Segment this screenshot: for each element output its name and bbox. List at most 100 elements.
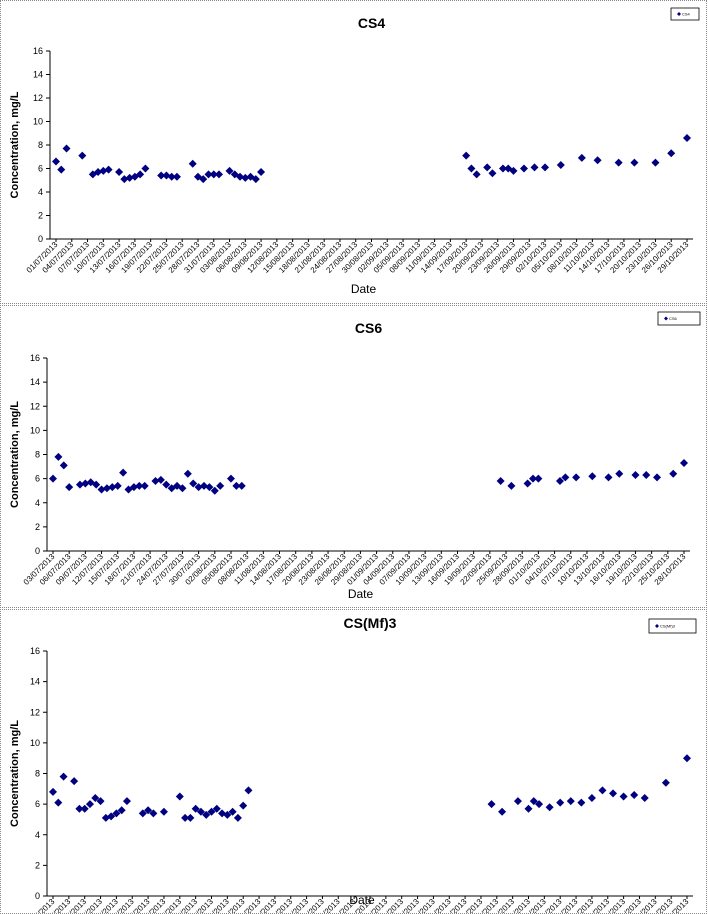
data-point	[667, 149, 676, 158]
data-point	[52, 157, 60, 166]
y-tick-label: 4	[35, 498, 40, 508]
data-point	[215, 170, 224, 179]
data-point	[239, 801, 248, 810]
data-point	[162, 480, 171, 489]
y-tick-label: 10	[30, 425, 40, 435]
data-point	[94, 168, 103, 177]
data-point	[488, 169, 497, 178]
legend-label: CS(Mf)3	[660, 624, 676, 629]
data-point	[462, 151, 471, 160]
data-point	[577, 153, 586, 162]
data-point	[561, 473, 570, 482]
data-point	[661, 778, 670, 787]
data-point	[112, 809, 121, 818]
legend-marker-icon	[655, 624, 659, 628]
data-point	[91, 794, 100, 802]
data-point	[136, 170, 145, 179]
legend: CS(Mf)3	[648, 618, 697, 634]
data-point	[604, 473, 613, 482]
data-point	[651, 158, 660, 167]
data-point	[144, 806, 153, 815]
y-tick-label: 8	[38, 140, 43, 150]
data-point	[609, 789, 618, 798]
data-point	[530, 163, 539, 172]
y-axis-title: Concentration, mg/L	[9, 401, 21, 508]
y-axis-title: Concentration, mg/L	[9, 720, 21, 827]
data-point	[181, 813, 190, 822]
y-tick-label: 12	[30, 401, 40, 411]
data-point	[241, 173, 250, 182]
data-point	[524, 804, 533, 813]
data-point	[172, 172, 181, 181]
data-point	[207, 807, 216, 816]
data-point	[122, 797, 131, 806]
y-tick-label: 12	[33, 93, 43, 103]
data-point	[119, 468, 128, 477]
data-point	[59, 772, 68, 781]
data-point	[588, 472, 597, 481]
data-point	[545, 803, 554, 812]
data-point	[630, 158, 639, 167]
y-tick-label: 10	[30, 738, 40, 748]
data-point	[151, 477, 160, 486]
data-point	[129, 483, 138, 492]
y-tick-label: 2	[38, 211, 43, 221]
data-point	[59, 461, 68, 470]
data-point	[99, 166, 108, 175]
data-point	[57, 165, 66, 174]
data-point	[199, 175, 208, 184]
chart-title: CS4	[358, 15, 385, 31]
data-point	[175, 792, 184, 801]
data-point	[107, 812, 116, 821]
data-point	[102, 484, 111, 493]
chart-panel-csmf3: CS(Mf)3CS(Mf)3024681012141601/07/201304/…	[0, 609, 707, 914]
data-point	[251, 175, 260, 184]
x-axis-title: Date	[348, 587, 374, 601]
legend: CS4	[670, 7, 700, 21]
data-point	[162, 171, 171, 180]
data-point	[233, 813, 242, 822]
data-point	[117, 806, 126, 815]
data-point	[138, 809, 147, 818]
y-tick-label: 2	[35, 860, 40, 870]
data-point	[669, 469, 678, 478]
data-point	[92, 480, 101, 489]
data-point	[188, 159, 197, 168]
y-tick-label: 8	[35, 769, 40, 779]
y-tick-label: 16	[30, 646, 40, 656]
data-point	[619, 792, 628, 801]
data-point	[216, 481, 225, 490]
data-point	[556, 160, 565, 169]
legend: CS6	[657, 311, 701, 326]
data-point	[204, 170, 213, 179]
data-point	[178, 484, 187, 493]
data-point	[75, 480, 84, 489]
y-tick-label: 14	[30, 677, 40, 687]
data-point	[541, 163, 550, 172]
data-point	[496, 477, 505, 486]
y-tick-label: 0	[38, 234, 43, 244]
data-point	[467, 164, 476, 173]
data-point	[598, 786, 607, 795]
data-point	[80, 804, 89, 813]
data-point	[189, 479, 198, 488]
data-point	[587, 794, 596, 802]
y-tick-label: 14	[30, 377, 40, 387]
data-point	[196, 807, 205, 816]
data-point	[167, 172, 176, 181]
data-point	[528, 474, 537, 483]
data-point	[507, 481, 516, 490]
data-point	[209, 170, 218, 179]
y-tick-label: 16	[33, 46, 43, 56]
data-point	[631, 471, 640, 480]
data-point	[104, 165, 113, 174]
data-point	[186, 813, 195, 822]
y-tick-label: 16	[30, 353, 40, 363]
data-point	[257, 168, 266, 177]
legend-label: CS6	[669, 316, 678, 321]
data-point	[556, 798, 565, 807]
data-point	[577, 798, 586, 807]
data-point	[108, 483, 117, 492]
data-point	[472, 170, 481, 179]
data-point	[120, 175, 129, 184]
